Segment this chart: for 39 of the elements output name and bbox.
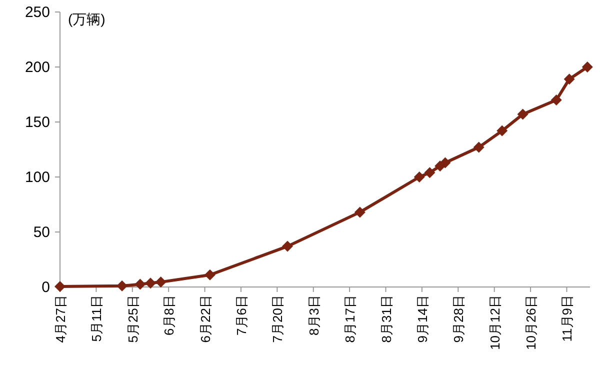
point [473,142,484,153]
y-tick-label: 250 [24,4,50,21]
point [564,74,575,85]
y-tick-label: 100 [24,169,50,186]
point [440,157,451,168]
y-tick-label: 150 [24,114,50,131]
x-tick-label: 8月17日 [342,295,358,343]
point [550,94,562,106]
x-tick-label: 9月14日 [414,295,430,343]
point [424,167,436,178]
x-tick-label: 10月12日 [487,295,502,350]
x-tick-label: 7月6日 [234,295,249,336]
x-tick-label: 6月22日 [198,295,213,343]
x-tick-label: 10月26日 [524,295,539,350]
point [517,108,528,120]
point [582,62,593,72]
x-tick-label: 8月31日 [378,295,394,343]
point [204,269,216,280]
y-tick-label: 200 [24,59,50,76]
point [144,278,156,289]
x-tick-label: 6月8日 [162,295,177,336]
y-tick-label: 0 [42,279,50,296]
point [116,280,128,292]
x-tick-label: 11月9日 [560,295,575,342]
x-tick-label: 5月11日 [89,295,104,342]
point [282,240,294,252]
y-tick-label: 50 [33,224,50,241]
point [155,276,166,288]
y-axis-title: (万辆) [68,11,106,27]
x-tick-label: 5月25日 [125,295,140,343]
point [54,280,66,292]
x-tick-label: 7月20日 [270,295,286,343]
x-tick-label: 8月3日 [306,295,322,336]
point [134,278,146,290]
x-tick-label: 9月28日 [451,295,466,343]
x-tick-label: 4月27日 [53,295,68,343]
point [414,172,425,182]
point [496,125,508,136]
point [354,206,366,218]
